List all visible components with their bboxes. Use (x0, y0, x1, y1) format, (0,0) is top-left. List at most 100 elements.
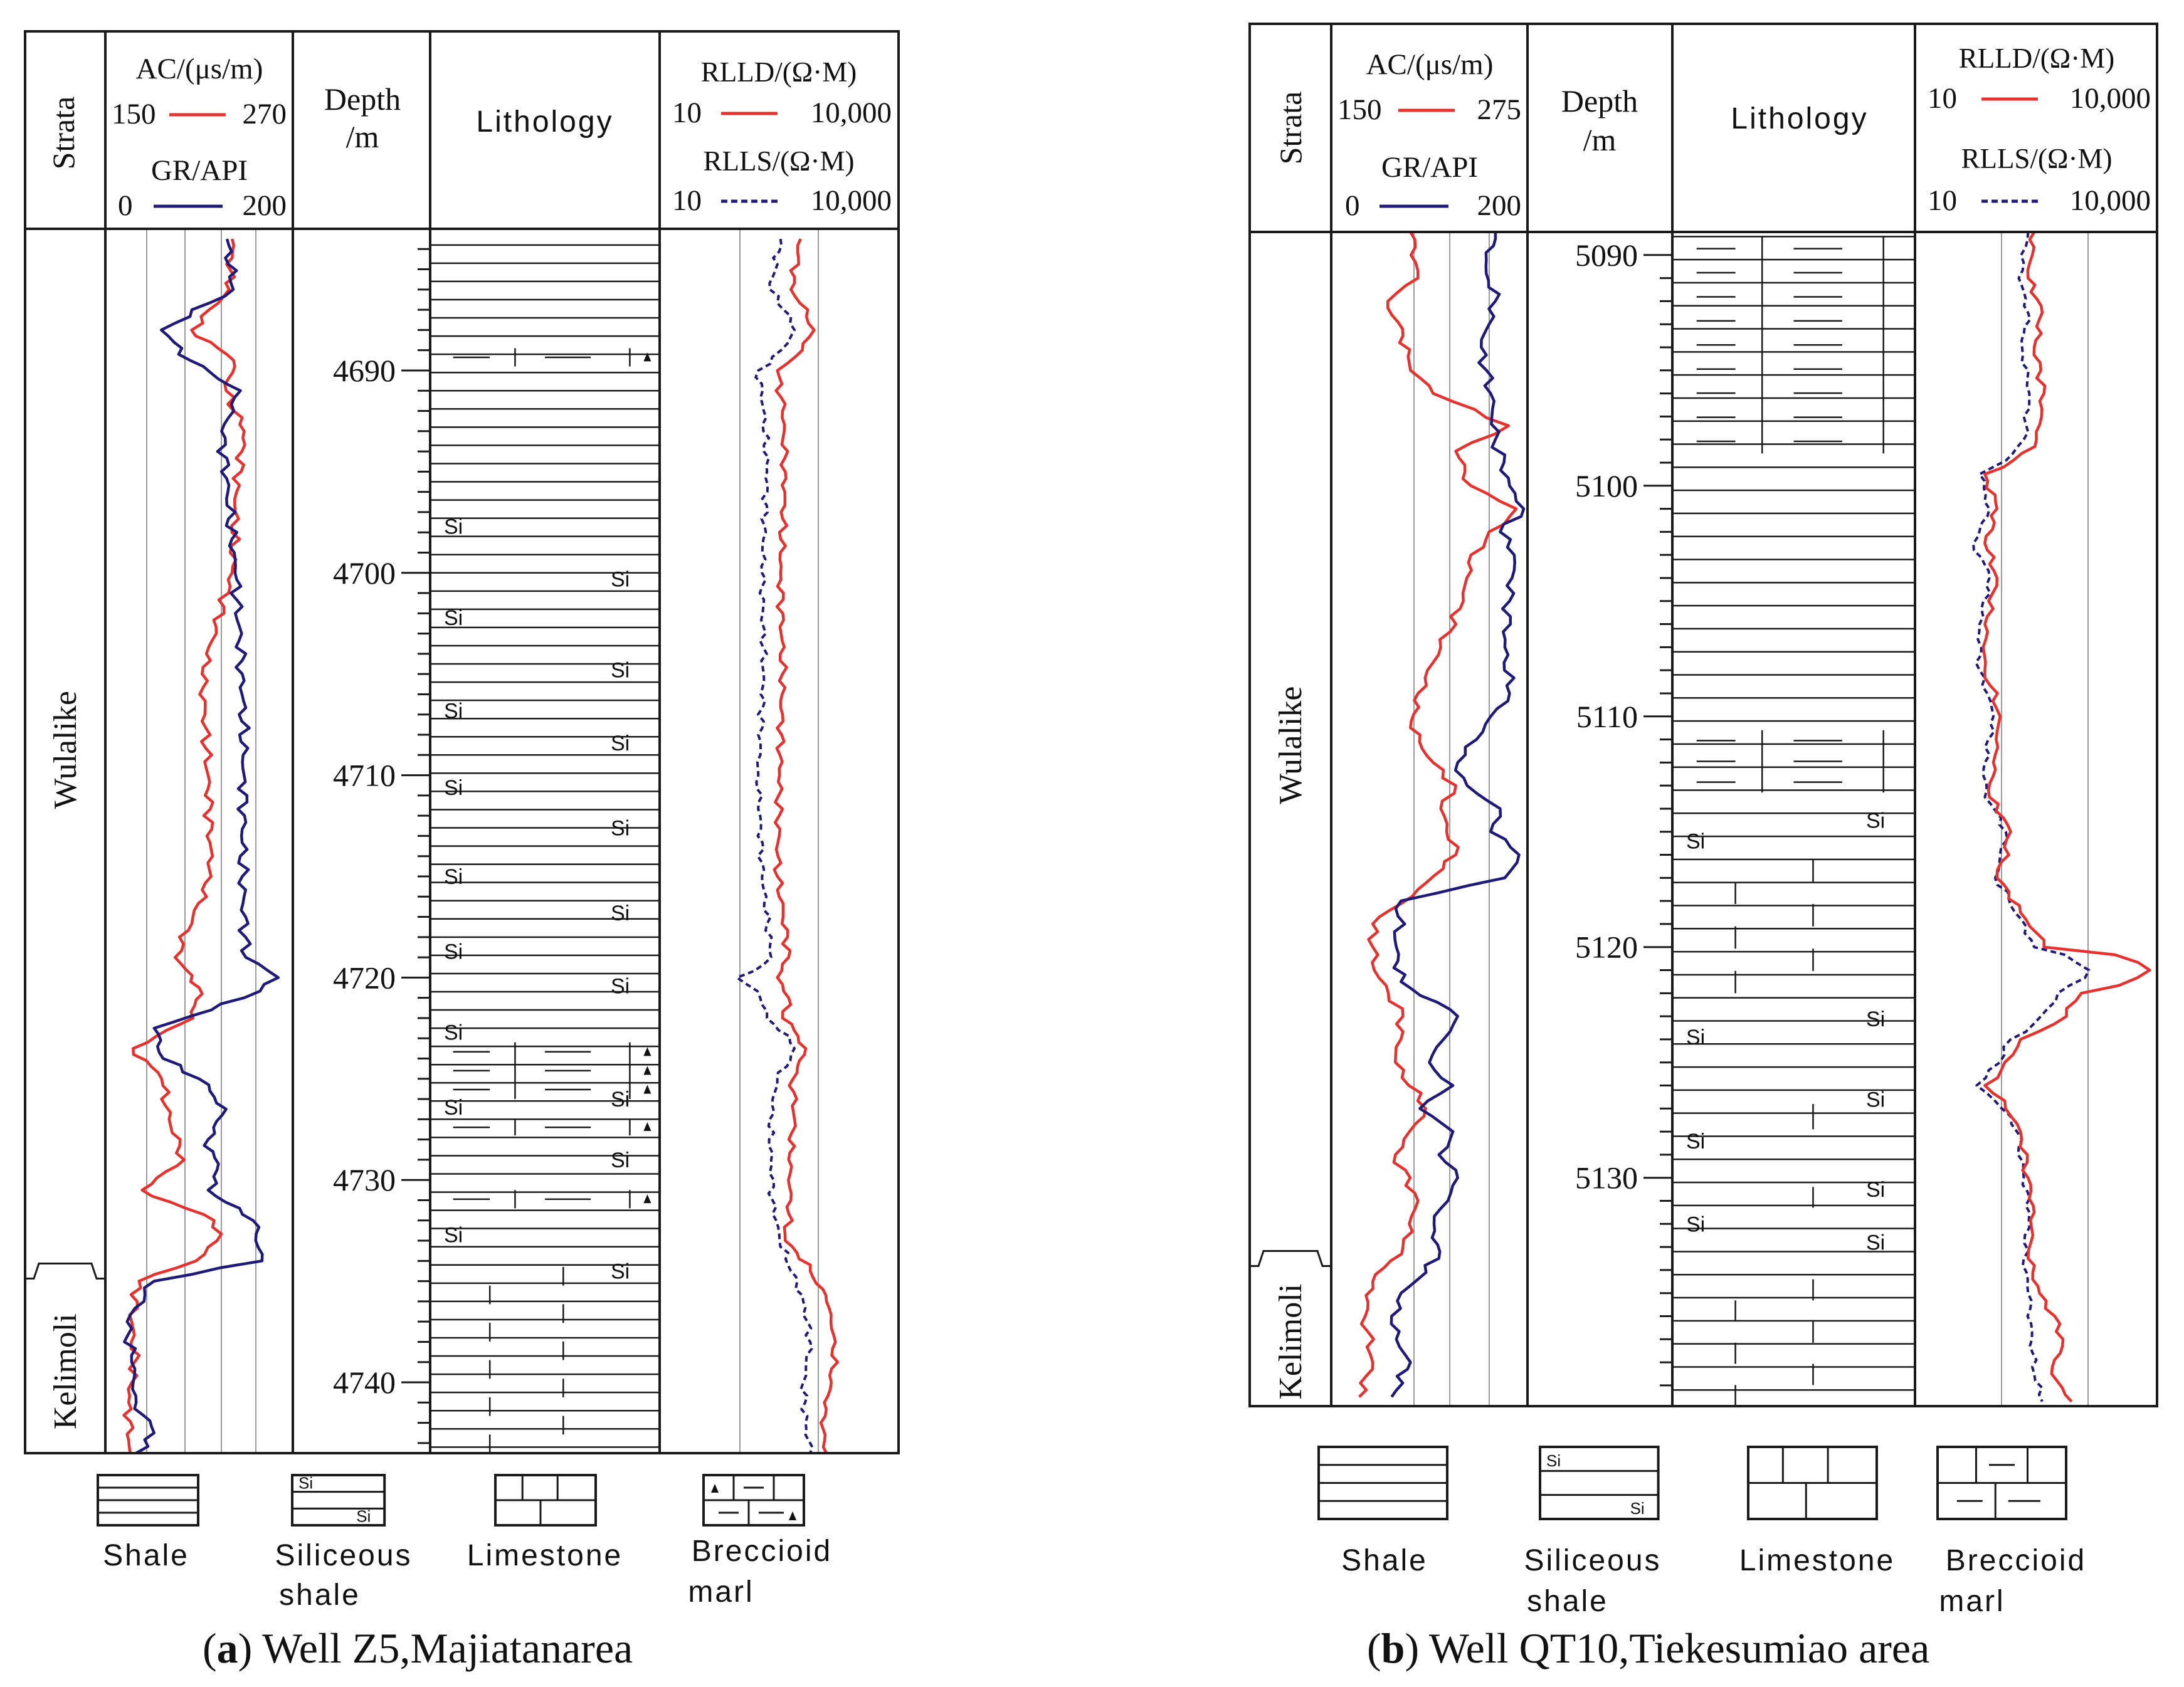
siliceous-si-label: Si (444, 1096, 463, 1120)
siliceous-si-label: Si (444, 865, 463, 889)
strata-name: Wulalike (1273, 686, 1309, 804)
depth-tick-label: 4690 (333, 353, 396, 388)
siliceous-si-label: Si (444, 515, 463, 539)
caption-b-text: ) Well QT10,Tiekesumiao area (1405, 1624, 1929, 1672)
legend-b-shale-label: Shale (1341, 1544, 1428, 1577)
rlld-curve (1981, 231, 2151, 1403)
depth-tick-label: 5110 (1576, 699, 1638, 734)
panel-b-strata-column: Wulalike Kelimoli (1250, 686, 1331, 1400)
siliceous-si-label: Si (1686, 1130, 1705, 1154)
legend-b-breccioid-label-1: Breccioid (1946, 1544, 2086, 1577)
strata-name: Kelimoli (1273, 1284, 1309, 1400)
depth-tick-label: 5100 (1575, 468, 1638, 503)
gr-curve (1390, 231, 1526, 1398)
panel-a-depth-unit: /m (346, 119, 379, 154)
strata-name: Wulalike (48, 691, 83, 809)
legend-b-limestone-label: Limestone (1739, 1544, 1895, 1577)
caption-a-letter: a (217, 1624, 238, 1672)
gr-curve (123, 238, 280, 1454)
breccia-grain (643, 1194, 652, 1204)
panel-a-strata-column: Wulalike Kelimoli (25, 691, 105, 1429)
legend-b-siliceous-label-1: Siliceous (1524, 1544, 1661, 1577)
strata-name: Kelimoli (48, 1313, 83, 1429)
depth-tick-label: 4740 (333, 1365, 396, 1400)
panel-b-rlld-min: 10 (1928, 82, 1957, 115)
panel-a-rlld-label: RLLD/(Ω·M) (701, 56, 857, 88)
siliceous-si-label: Si (611, 817, 630, 841)
siliceous-si-label: Si (611, 1259, 630, 1283)
panel-a-rlld-min: 10 (672, 97, 702, 129)
panel-b-rlls-max: 10,000 (2070, 184, 2151, 217)
panel-a-lithology-column: Si Si Si Si Si Si Si Si Si Si Si Si Si Si Si Si Si Si (430, 244, 660, 1453)
siliceous-si-label: Si (444, 1021, 463, 1045)
panel-a-curves (122, 238, 840, 1454)
panel-a-lithology-header: Lithology (476, 105, 613, 139)
panel-a-rlls-min: 10 (672, 184, 702, 217)
panel-b-depth-axis: 5090 5100 5110 5120 5130 (1575, 231, 1672, 1387)
siliceous-si-label: Si (611, 1088, 630, 1112)
lithology-legend-b: Si Si (1317, 1446, 2067, 1520)
ac-curve (1358, 231, 1518, 1398)
rlld-curve (773, 238, 840, 1454)
panel-a-ac-max: 270 (243, 98, 287, 130)
panel-b-ac-label: AC/(μs/m) (1366, 48, 1494, 81)
depth-tick-label: 4710 (333, 758, 396, 793)
panel-a-rlld-max: 10,000 (811, 97, 892, 129)
panel-a-gr-min: 0 (118, 189, 133, 222)
panel-b-gr-label: GR/API (1381, 151, 1478, 184)
caption-b-letter: b (1381, 1624, 1405, 1672)
panel-b-depth-header: Depth (1561, 83, 1638, 118)
siliceous-si-label: Si (611, 974, 630, 998)
legend-si-label: Si (298, 1474, 313, 1493)
legend-siliceous-shale-swatch: Si Si (1539, 1446, 1660, 1520)
siliceous-si-label: Si (611, 901, 630, 925)
depth-tick-label: 5120 (1575, 930, 1638, 965)
panel-a-gr-max: 200 (243, 189, 287, 222)
panel-b-rlls-min: 10 (1928, 184, 1957, 217)
legend-a-siliceous-label-2: shale (279, 1579, 361, 1612)
legend-b-breccioid-label-2: marl (1939, 1585, 2005, 1618)
legend-si-label: Si (356, 1506, 371, 1525)
panel-b-strata-header: Strata (1273, 92, 1308, 165)
legend-si-label: Si (1546, 1451, 1561, 1470)
depth-tick-label: 4730 (333, 1162, 396, 1197)
well-log-panel-a: Si Si Si Si Si Si Si Si Si Si Si Si Si Si Si Si Si Si 469… (24, 30, 900, 1454)
siliceous-si-label: Si (444, 606, 463, 630)
siliceous-si-label: Si (444, 699, 463, 723)
siliceous-si-label: Si (444, 1223, 463, 1247)
panel-a-ac-min: 150 (112, 98, 156, 130)
breccia-grain (643, 1047, 652, 1056)
legend-shale-swatch (1317, 1446, 1448, 1520)
panel-b-lithology-column: Si Si Si Si Si Si Si Si Si (1672, 236, 1915, 1406)
depth-tick-label: 5130 (1575, 1160, 1638, 1196)
depth-tick-label: 5090 (1575, 238, 1638, 273)
siliceous-si-label: Si (1866, 1231, 1885, 1255)
panel-b-gr-max: 200 (1477, 189, 1522, 222)
siliceous-si-label: Si (611, 732, 630, 755)
rlls-curve (736, 238, 814, 1454)
rlls-curve (1972, 231, 2091, 1402)
siliceous-si-label: Si (1866, 809, 1885, 833)
siliceous-si-label: Si (444, 940, 463, 964)
breccia-grain (643, 1066, 652, 1075)
panel-b-curves (1358, 231, 2151, 1403)
siliceous-si-label: Si (1866, 1007, 1885, 1031)
panel-b-ac-min: 150 (1337, 93, 1382, 126)
legend-breccioid-marl-swatch (702, 1474, 805, 1527)
legend-shale-swatch (97, 1474, 199, 1527)
depth-tick-label: 4700 (333, 555, 396, 591)
panel-b-ac-max: 275 (1477, 93, 1522, 126)
legend-limestone-swatch (1747, 1446, 1878, 1520)
legend-breccioid-marl-swatch (1936, 1446, 2067, 1520)
panel-b-gr-min: 0 (1345, 189, 1360, 222)
breccia-grain (643, 1122, 652, 1131)
breccia-grain (711, 1484, 719, 1493)
siliceous-si-label: Si (1866, 1088, 1885, 1112)
panel-a-depth-axis: 4690 4700 4710 4720 4730 4740 (333, 228, 430, 1444)
breccia-grain (643, 352, 652, 362)
siliceous-si-label: Si (1686, 829, 1705, 853)
panel-a-gr-label: GR/API (151, 154, 248, 187)
panel-b-rlld-label: RLLD/(Ω·M) (1959, 43, 2114, 74)
legend-a-limestone-label: Limestone (467, 1539, 623, 1572)
